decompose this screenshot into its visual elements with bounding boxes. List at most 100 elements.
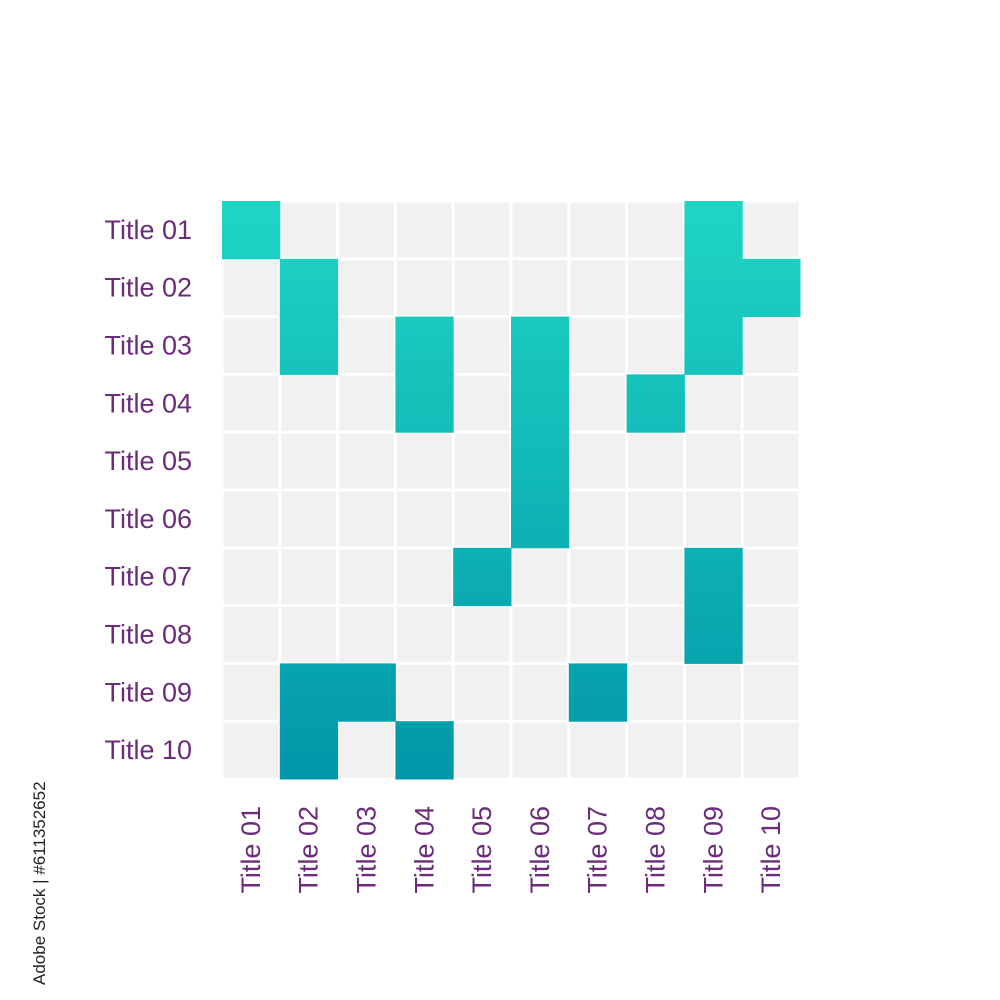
heatmap-cell-empty [628,607,683,662]
heatmap-cell-empty [743,664,799,720]
heatmap-cell-empty [743,202,799,258]
heatmap-cell-empty [223,549,279,605]
heatmap-cell-empty [223,375,279,431]
heatmap-cell-empty [570,202,626,258]
heatmap-cell-empty [454,433,510,489]
heatmap-cell-empty [570,549,626,605]
heatmap-cell-filled [626,374,685,433]
heatmap-cell-filled [684,258,743,318]
heatmap-cell-filled [337,663,396,722]
column-label: Title 07 [583,806,613,894]
heatmap-cell-filled [684,605,743,664]
column-label: Title 04 [409,806,439,894]
heatmap-cell-empty [743,722,799,778]
heatmap-cell-filled [684,547,743,607]
heatmap-cell-empty [223,664,279,720]
heatmap-cell-empty [743,607,799,662]
heatmap-cell-empty [628,491,683,547]
heatmap-cell-empty [281,607,337,662]
heatmap-cell-empty [570,491,626,547]
row-labels: Title 01 Title 02 Title 03 Title 04 Title 05… [104,215,192,765]
row-label: Title 01 [104,215,192,245]
heatmap-cell-filled [279,663,339,722]
heatmap-cell-empty [570,722,626,778]
column-label: Title 10 [756,806,786,894]
heatmap-cell-filled [511,316,570,375]
column-label: Title 08 [641,806,671,894]
column-labels: Title 01 Title 02 Title 03 Title 04 Title 05… [236,806,786,894]
heatmap-cell-empty [454,318,510,373]
heatmap-cell-empty [223,722,279,778]
heatmap-cell-empty [396,433,452,489]
heatmap-cell-filled [511,374,570,433]
heatmap-cell-empty [281,202,337,258]
heatmap-cell-filled [279,258,339,318]
heatmap-cell-empty [454,375,510,431]
heatmap-cell-empty [339,722,394,778]
heatmap-cell-empty [339,607,394,662]
row-label: Title 10 [104,735,192,765]
heatmap-cell-empty [223,491,279,547]
heatmap-cell-empty [396,260,452,316]
heatmap-cell-filled [395,721,454,780]
heatmap-cell-empty [454,722,510,778]
column-label: Title 03 [352,806,382,894]
column-label: Title 05 [467,806,497,894]
heatmap-cell-empty [743,433,799,489]
heatmap-cell-filled [742,258,801,318]
heatmap-cell-filled [568,663,628,722]
heatmap-cell-empty [628,549,683,605]
heatmap-cell-empty [339,549,394,605]
heatmap-cell-filled [511,432,570,491]
column-label: Title 02 [294,806,324,894]
heatmap-cell-empty [570,375,626,431]
heatmap-cell-empty [396,607,452,662]
heatmap-cell-empty [454,491,510,547]
heatmap-cell-empty [685,664,741,720]
heatmap-cell-filled [222,201,281,260]
heatmap-cell-filled [684,201,743,260]
row-label: Title 05 [104,446,192,476]
heatmap-cell-empty [339,375,394,431]
heatmap-cell-empty [512,607,568,662]
heatmap-cell-empty [628,664,683,720]
heatmap-cell-empty [339,202,394,258]
heatmap-cell-empty [281,433,337,489]
heatmap-cell-empty [685,722,741,778]
row-label: Title 08 [104,620,192,650]
heatmap-cell-empty [570,433,626,489]
heatmap-cell-empty [396,549,452,605]
column-label: Title 09 [698,806,728,894]
heatmap-cell-filled [395,316,454,375]
heatmap-cell-empty [339,433,394,489]
heatmap-cell-empty [628,433,683,489]
heatmap-cell-empty [685,375,741,431]
heatmap-cell-empty [685,491,741,547]
heatmap-cell-empty [628,202,683,258]
heatmap-cell-empty [223,607,279,662]
watermark-text: Adobe Stock | #611352652 [30,781,49,985]
heatmap-cell-filled [511,490,570,549]
heatmap-cell-empty [570,607,626,662]
heatmap-cell-empty [743,375,799,431]
column-label: Title 01 [236,806,266,894]
heatmap-cell-empty [339,318,394,373]
row-label: Title 03 [104,331,192,361]
heatmap-cell-empty [628,318,683,373]
heatmap-cell-empty [281,549,337,605]
heatmap-cell-empty [628,722,683,778]
heatmap-cell-empty [628,260,683,316]
heatmap-cell-filled [395,374,454,433]
heatmap-cell-empty [223,260,279,316]
heatmap-cell-empty [454,607,510,662]
column-label: Title 06 [525,806,555,894]
heatmap-cell-empty [512,722,568,778]
heatmap-cell-empty [339,260,394,316]
heatmap-cell-empty [512,549,568,605]
heatmap-cell-empty [512,260,568,316]
heatmap-cell-empty [743,318,799,373]
row-label: Title 06 [104,504,192,534]
heatmap-cell-empty [396,664,452,720]
heatmap-cell-empty [570,260,626,316]
row-label: Title 02 [104,273,192,303]
